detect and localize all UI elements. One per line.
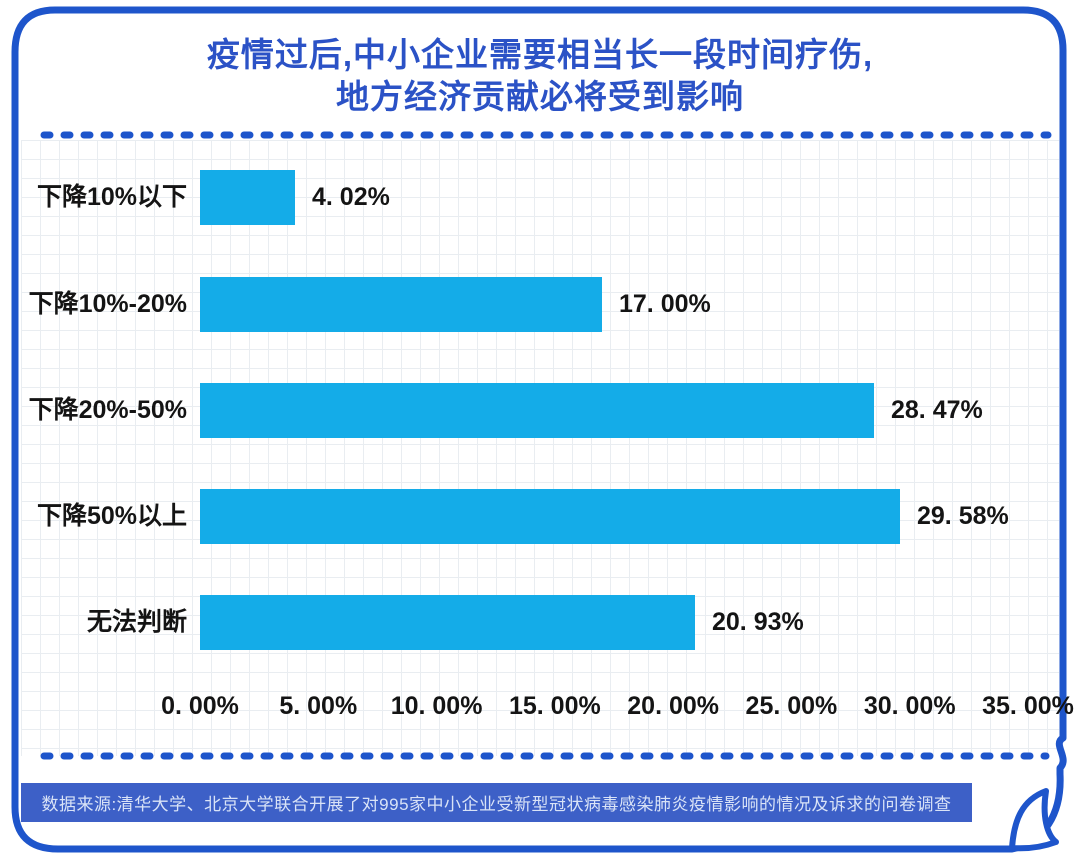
page-curl-icon xyxy=(1009,788,1059,852)
value-label: 17. 00% xyxy=(619,290,711,318)
chart-title-line2: 地方经济贡献必将受到影响 xyxy=(336,78,744,115)
x-axis-tick-label: 0. 00% xyxy=(161,692,239,720)
chart-title-line1: 疫情过后,中小企业需要相当长一段时间疗伤, xyxy=(206,36,874,73)
x-axis-tick-label: 10. 00% xyxy=(390,692,483,720)
source-text: 数据来源:清华大学、北京大学联合开展了对995家中小企业受新型冠状病毒感染肺炎疫… xyxy=(41,795,952,814)
graph-paper-grid xyxy=(21,140,1059,756)
x-axis-tick-label: 15. 00% xyxy=(508,692,601,720)
bar xyxy=(200,383,874,438)
category-label: 下降50%以上 xyxy=(36,502,187,530)
bar-chart: 下降10%以下 4. 02% 下降10%-20% 17. 00% 下降20%-50% 28… xyxy=(21,140,1074,756)
category-label: 下降10%以下 xyxy=(36,183,187,211)
category-label: 下降10%-20% xyxy=(28,290,187,318)
x-axis-tick-label: 35. 00% xyxy=(982,692,1074,720)
x-axis-tick-label: 20. 00% xyxy=(627,692,720,720)
x-axis-tick-label: 25. 00% xyxy=(745,692,838,720)
bar xyxy=(200,489,900,544)
source-bar: 数据来源:清华大学、北京大学联合开展了对995家中小企业受新型冠状病毒感染肺炎疫… xyxy=(21,783,972,822)
value-label: 28. 47% xyxy=(891,396,983,424)
x-axis-tick-label: 30. 00% xyxy=(863,692,956,720)
bar xyxy=(200,595,695,650)
chart-title: 疫情过后,中小企业需要相当长一段时间疗伤, 地方经济贡献必将受到影响 xyxy=(0,34,1080,118)
value-label: 4. 02% xyxy=(312,183,390,211)
value-label: 29. 58% xyxy=(917,502,1009,530)
bar xyxy=(200,170,295,225)
x-axis-tick-label: 5. 00% xyxy=(279,692,358,720)
value-label: 20. 93% xyxy=(712,608,804,636)
category-label: 下降20%-50% xyxy=(28,396,187,424)
card-border xyxy=(11,6,1067,853)
category-label: 无法判断 xyxy=(86,608,187,636)
bar xyxy=(200,277,602,332)
